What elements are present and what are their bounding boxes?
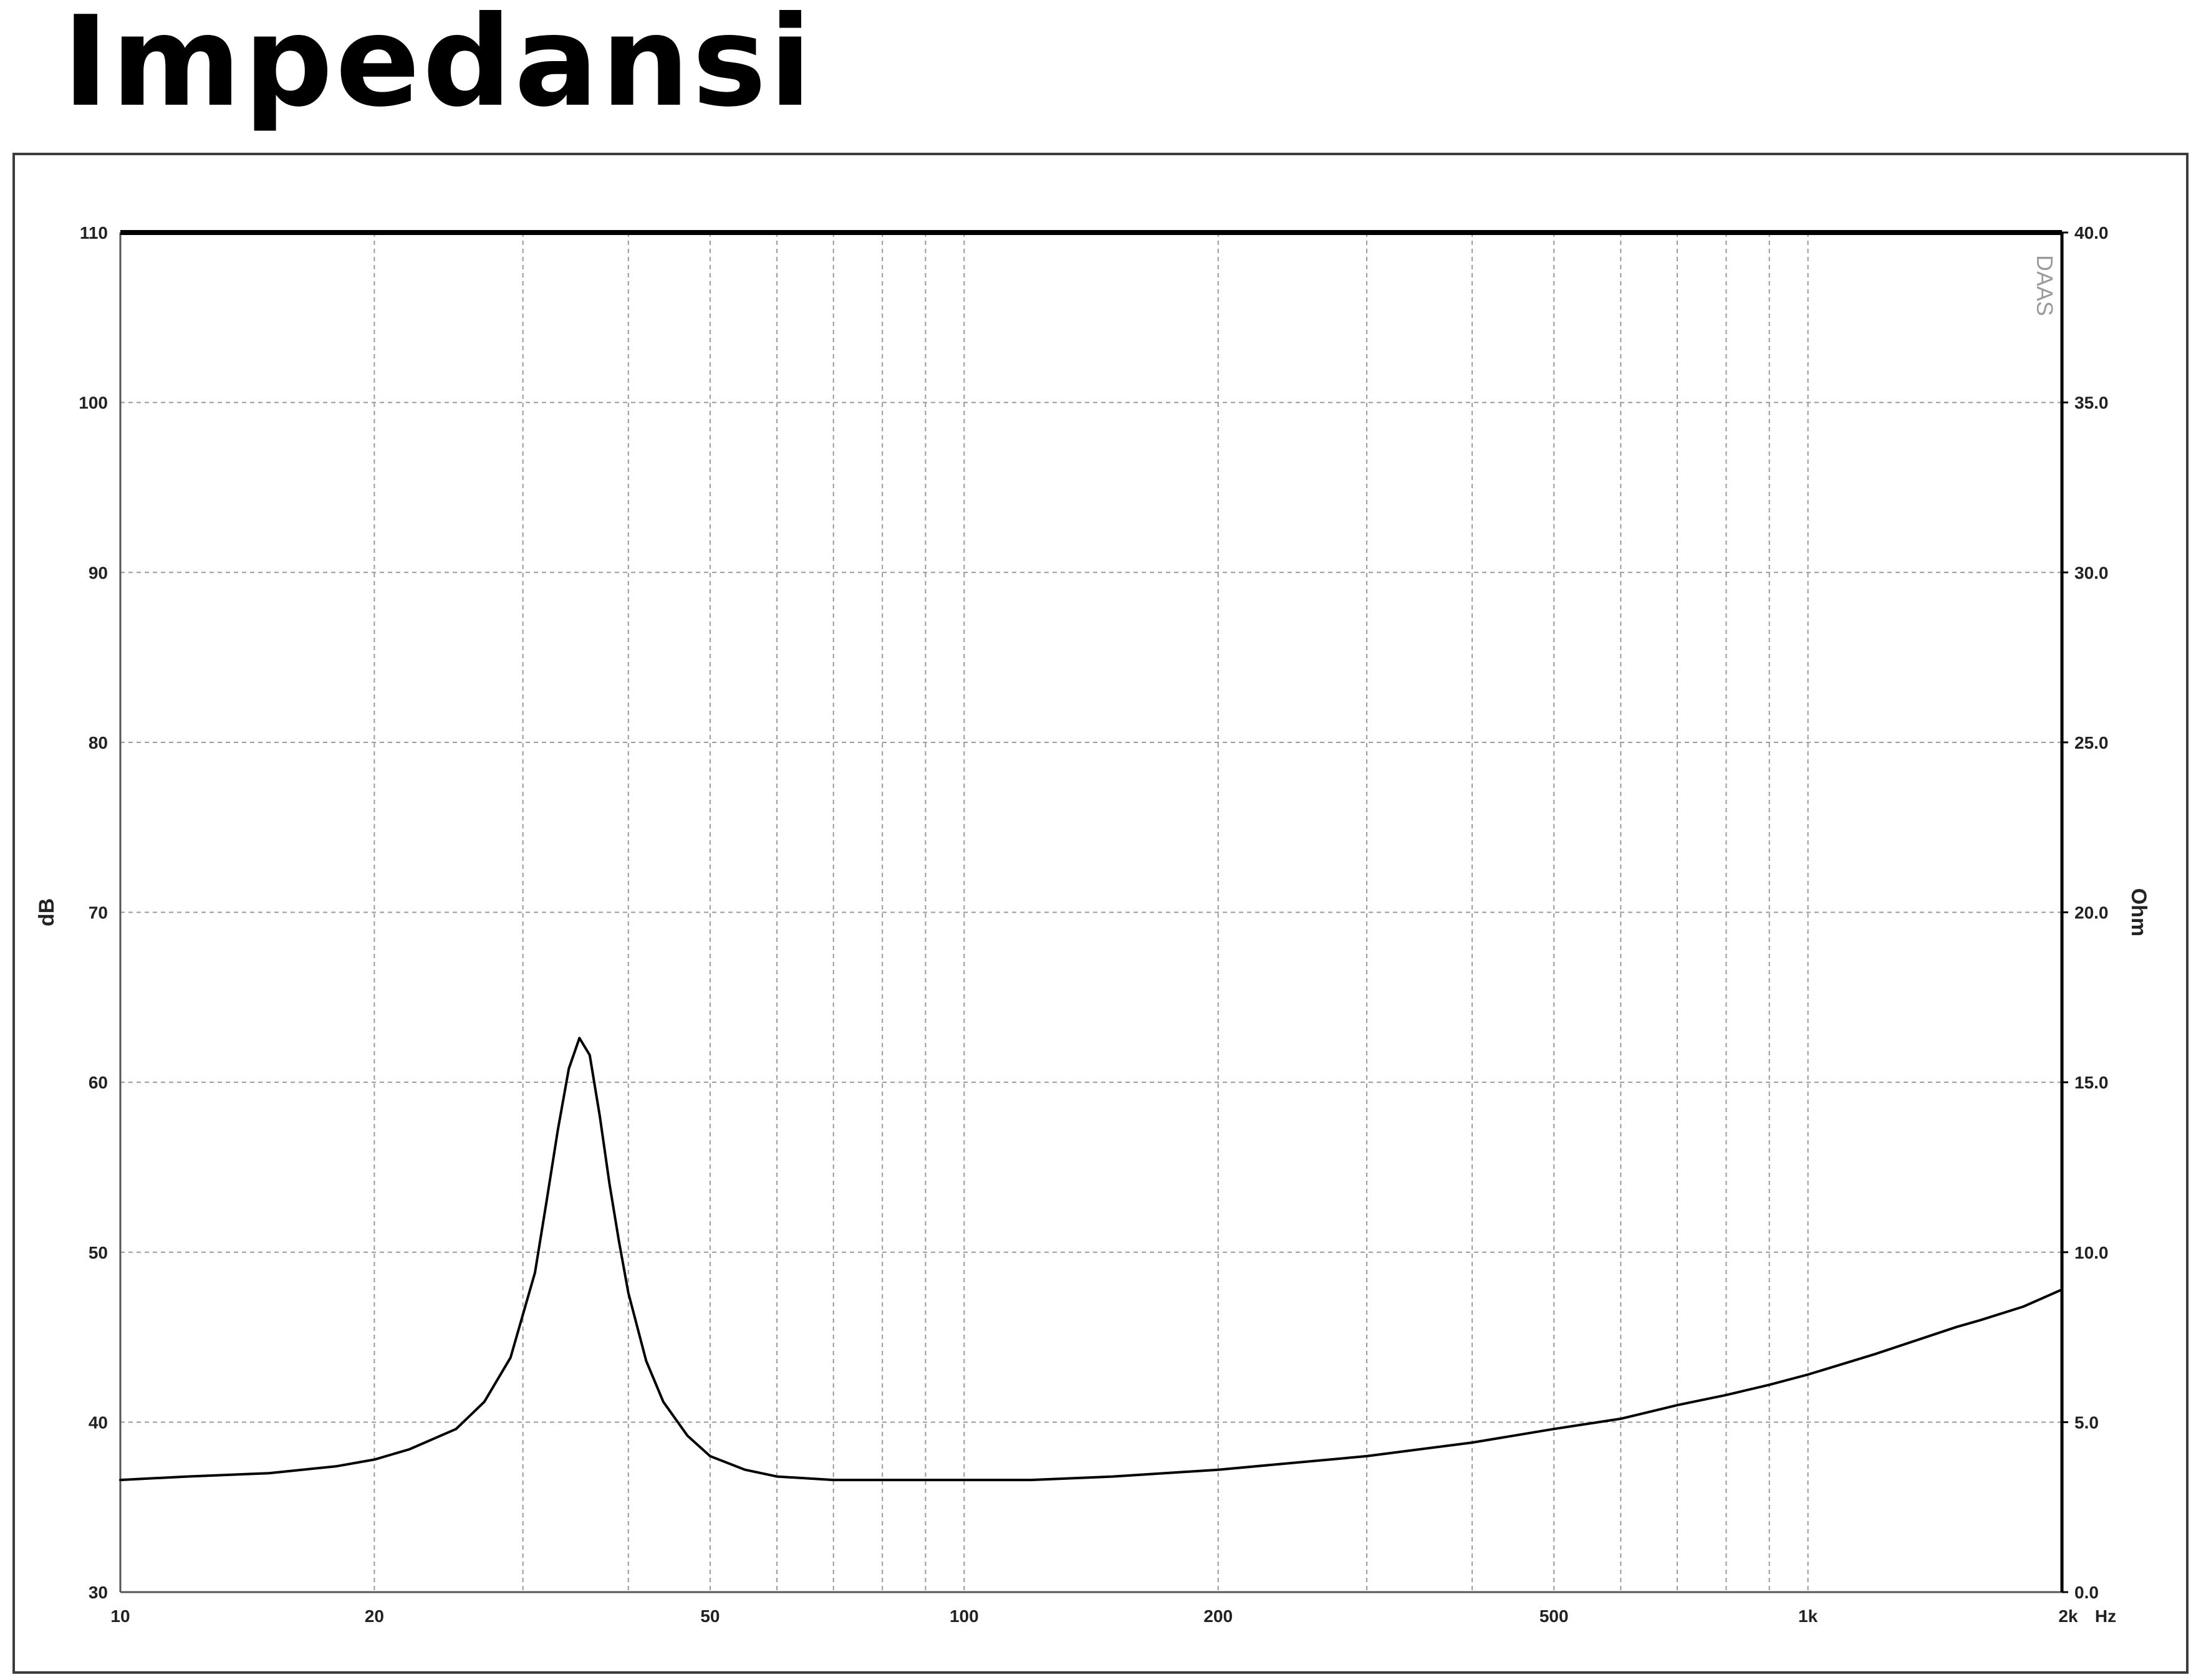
series-layer [119,1037,2063,1482]
x-tick-label: 100 [950,1606,979,1626]
y-tick-label-right: 5.0 [2074,1413,2099,1432]
x-tick-label: 10 [110,1606,130,1626]
x-unit-label: Hz [2095,1606,2116,1626]
y-axis-label-right: Ohm [2127,888,2150,936]
y-tick-label-left: 90 [89,563,108,582]
y-tick-label-left: 70 [89,903,108,923]
y-tick-label-right: 0.0 [2074,1583,2099,1602]
x-tick-label: 20 [365,1606,384,1626]
x-tick-label: 50 [700,1606,720,1626]
impedance-chart: 30 40 50 60 70 80 90 100 110 0.0 5.0 10.0 15.0 20.0 25… [12,153,2189,1674]
x-tick-label: 500 [1539,1606,1569,1626]
chart-svg: 30 40 50 60 70 80 90 100 110 0.0 5.0 10.0 15.0 20.0 25… [35,223,2150,1626]
x-tick-label: 2k [2058,1606,2078,1626]
y-tick-label-right: 30.0 [2074,563,2109,582]
plot-frame [119,230,2068,1593]
y-tick-label-left: 50 [89,1243,108,1262]
y-tick-label-left: 80 [89,733,108,752]
impedance-curve [119,1037,2063,1482]
y-tick-label-left: 40 [89,1413,108,1432]
x-tick-label: 1k [1798,1606,1818,1626]
y-tick-label-left: 110 [80,223,108,242]
page-title: Impedansi [62,0,814,135]
y-tick-label-right: 10.0 [2074,1243,2109,1262]
tick-labels: 30 40 50 60 70 80 90 100 110 0.0 5.0 10.0 15.0 20.0 25… [79,223,2116,1626]
y-tick-label-left: 100 [79,393,108,413]
y-tick-label-right: 40.0 [2074,223,2109,242]
y-tick-label-left: 30 [89,1583,108,1602]
y-tick-label-right: 20.0 [2074,903,2109,923]
y-tick-label-right: 15.0 [2074,1073,2109,1092]
y-axis-label-left: dB [35,898,59,926]
y-tick-label-right: 25.0 [2074,733,2109,752]
y-tick-label-left: 60 [89,1073,108,1092]
x-tick-label: 200 [1203,1606,1233,1626]
y-tick-label-right: 35.0 [2074,393,2109,413]
watermark: DAAS [2032,255,2058,316]
grid-layer [120,233,2062,1592]
